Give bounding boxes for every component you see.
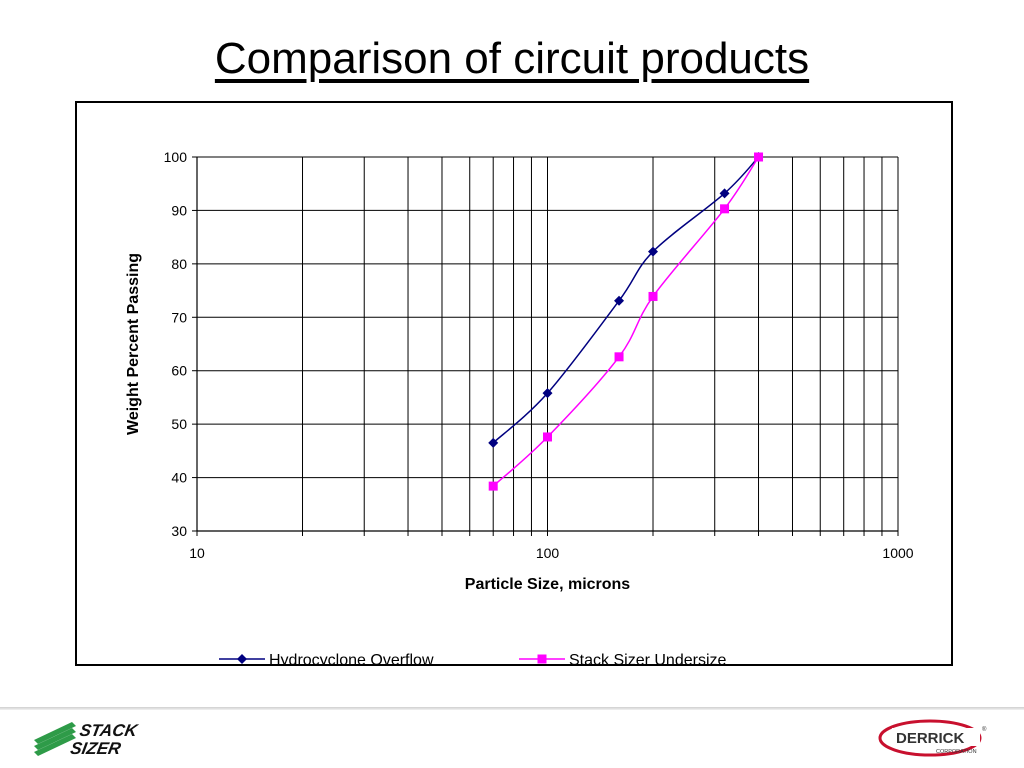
legend-entry: Stack Sizer Undersize — [519, 652, 726, 664]
x-axis-title: Particle Size, microns — [465, 576, 631, 593]
series-line — [492, 156, 760, 487]
legend: Hydrocyclone Overflow Stack Sizer Undersi… — [219, 652, 726, 664]
page-title: Comparison of circuit products — [214, 34, 810, 83]
x-tick-label: 1000 — [882, 545, 913, 561]
svg-text:SIZER: SIZER — [69, 738, 123, 758]
line-chart: 30 40 50 60 70 80 90 100 10 100 1000 Particle Size,… — [125, 149, 914, 664]
data-point — [648, 246, 659, 257]
y-tick-label: 60 — [171, 363, 187, 379]
y-axis-title: Weight Percent Passing — [125, 253, 142, 435]
data-series — [488, 152, 764, 491]
axis-labels: 30 40 50 60 70 80 90 100 10 100 1000 Particle Size,… — [125, 149, 914, 593]
x-tick-label: 10 — [189, 545, 205, 561]
chart-frame: 30 40 50 60 70 80 90 100 10 100 1000 Particle Size,… — [75, 101, 953, 666]
grid-lines — [197, 156, 898, 532]
derrick-logo: DERRICK ® CORPORATION — [878, 719, 987, 757]
data-point — [542, 388, 553, 399]
y-tick-label: 70 — [171, 309, 187, 325]
data-point — [648, 291, 658, 301]
data-point — [488, 481, 498, 491]
data-point — [720, 204, 730, 214]
data-point — [754, 152, 764, 162]
series-hydrocyclone-overflow — [488, 152, 764, 448]
series-line — [492, 156, 760, 444]
legend-entry: Hydrocyclone Overflow — [219, 652, 434, 664]
x-tick-label: 100 — [536, 545, 560, 561]
legend-label: Stack Sizer Undersize — [569, 652, 726, 664]
footer-divider — [0, 707, 1024, 710]
axes — [192, 156, 899, 536]
data-point — [614, 295, 625, 306]
data-point — [488, 437, 499, 448]
y-tick-label: 80 — [171, 256, 187, 272]
legend-label: Hydrocyclone Overflow — [269, 652, 434, 664]
data-point — [719, 188, 730, 199]
y-tick-label: 90 — [171, 202, 187, 218]
data-point — [614, 352, 624, 362]
svg-text:DERRICK: DERRICK — [896, 730, 965, 747]
svg-text:CORPORATION: CORPORATION — [936, 749, 977, 755]
series-stack-sizer-undersize — [488, 152, 764, 491]
y-tick-label: 30 — [171, 523, 187, 539]
y-tick-label: 100 — [164, 149, 188, 165]
stack-sizer-logo: STACK SIZER — [34, 720, 141, 758]
data-point — [543, 432, 552, 442]
legend-marker — [537, 654, 547, 664]
svg-text:®: ® — [982, 726, 987, 733]
svg-text:STACK: STACK — [78, 720, 140, 740]
y-tick-label: 50 — [171, 416, 187, 432]
legend-marker — [237, 654, 247, 664]
y-tick-label: 40 — [171, 470, 187, 486]
